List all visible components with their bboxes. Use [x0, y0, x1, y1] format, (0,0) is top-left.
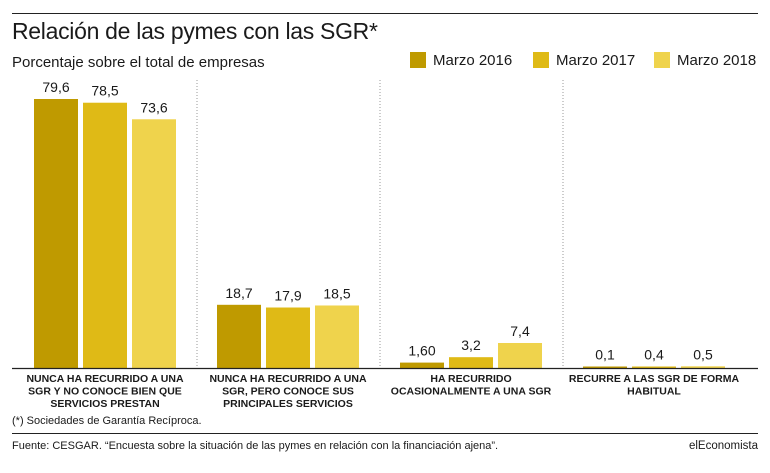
- bar: [217, 304, 261, 368]
- chart-subtitle: Porcentaje sobre el total de empresas: [12, 54, 265, 71]
- bar: [266, 307, 310, 368]
- bar-value-label: 78,5: [91, 83, 118, 99]
- category-label: RECURRE A LAS SGR DE FORMA: [569, 373, 740, 385]
- legend-swatch-2016: [410, 52, 426, 68]
- bar-value-label: 7,4: [510, 323, 530, 339]
- bar: [449, 357, 493, 368]
- bar-value-label: 17,9: [274, 288, 301, 304]
- brand-logo: elEconomista: [688, 440, 758, 452]
- bar: [632, 366, 676, 368]
- legend-label-2018: Marzo 2018: [677, 51, 757, 69]
- legend-label-2016: Marzo 2016: [433, 51, 513, 69]
- category-label: HA RECURRIDO: [430, 373, 511, 385]
- bar: [400, 362, 444, 368]
- footer-rule: [12, 433, 758, 434]
- legend-swatch-2017: [533, 52, 549, 68]
- legend-item-2018: Marzo 2018: [654, 51, 757, 69]
- category-label: SERVICIOS PRESTAN: [50, 398, 159, 410]
- bar-value-label: 0,4: [644, 347, 664, 363]
- legend-label-2017: Marzo 2017: [556, 51, 636, 69]
- legend-item-2016: Marzo 2016: [410, 51, 513, 69]
- bar-value-label: 18,7: [225, 285, 252, 301]
- top-rule: [12, 13, 758, 14]
- bar-value-label: 18,5: [323, 285, 350, 301]
- bar: [583, 366, 627, 368]
- bar: [315, 305, 359, 368]
- bar-value-label: 73,6: [140, 99, 167, 115]
- category-label: OCASIONALMENTE A UNA SGR: [391, 386, 552, 398]
- category-label: HABITUAL: [627, 386, 681, 398]
- bar: [681, 366, 725, 368]
- category-label: PRINCIPALES SERVICIOS: [223, 398, 353, 410]
- legend-swatch-2018: [654, 52, 670, 68]
- category-label: NUNCA HA RECURRIDO A UNA: [26, 373, 184, 385]
- bar-value-label: 1,60: [408, 343, 435, 359]
- legend-item-2017: Marzo 2017: [533, 51, 636, 69]
- bar-value-label: 79,6: [42, 79, 69, 95]
- category-label: NUNCA HA RECURRIDO A UNA: [209, 373, 367, 385]
- bar: [83, 102, 127, 368]
- bar-value-label: 0,5: [693, 346, 713, 362]
- bar: [132, 119, 176, 368]
- footnote: (*) Sociedades de Garantía Recíproca.: [12, 415, 202, 427]
- bar-value-label: 0,1: [595, 347, 615, 363]
- category-label: SGR, PERO CONOCE SUS: [222, 386, 354, 398]
- bar-value-label: 3,2: [461, 337, 481, 353]
- category-label: SGR Y NO CONOCE BIEN QUE: [28, 386, 182, 398]
- source-note: Fuente: CESGAR. “Encuesta sobre la situa…: [12, 440, 499, 452]
- chart-title: Relación de las pymes con las SGR*: [12, 18, 378, 44]
- bar: [498, 342, 542, 368]
- bar: [34, 99, 78, 368]
